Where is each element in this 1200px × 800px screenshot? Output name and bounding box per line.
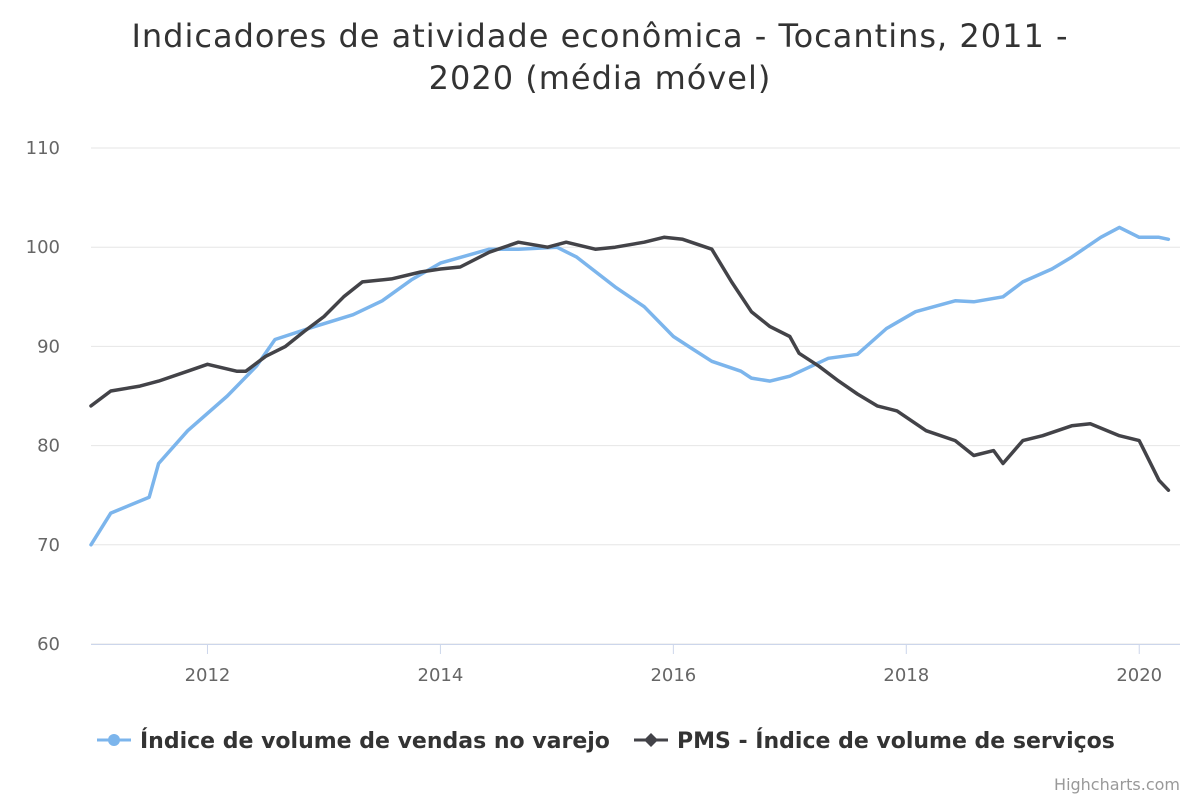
y-tick-label: 80 [37,436,60,457]
series-lines [89,225,1171,547]
legend-label-servicos: PMS - Índice de volume de serviços [677,728,1115,754]
credits-link[interactable]: Highcharts.com [1054,775,1180,794]
chart-title-line2: 2020 (média móvel) [429,59,772,97]
y-tick-label: 70 [37,535,60,556]
x-axis: 2012 2014 2016 2018 2020 [91,644,1180,686]
series-line-varejo[interactable] [89,225,1171,547]
legend-diamond-icon [644,733,658,747]
legend: Índice de volume de vendas no varejo PMS… [97,728,1115,754]
y-tick-label: 60 [37,634,60,655]
x-tick-label: 2018 [883,665,929,686]
legend-item-varejo[interactable]: Índice de volume de vendas no varejo [97,728,610,754]
legend-label-varejo: Índice de volume de vendas no varejo [140,728,610,754]
chart-title: Indicadores de atividade econômica - Toc… [131,17,1068,55]
series-line-servicos[interactable] [89,235,1171,492]
x-tick-label: 2014 [418,665,464,686]
x-tick-label: 2020 [1116,665,1162,686]
y-tick-label: 110 [26,138,60,159]
x-tick-label: 2012 [185,665,231,686]
legend-circle-icon [108,734,120,746]
legend-item-servicos[interactable]: PMS - Índice de volume de serviços [634,728,1115,754]
y-axis-labels: 60 70 80 90 100 110 [26,138,60,655]
y-tick-label: 100 [26,237,60,258]
x-tick-label: 2016 [650,665,696,686]
y-tick-label: 90 [37,336,60,357]
